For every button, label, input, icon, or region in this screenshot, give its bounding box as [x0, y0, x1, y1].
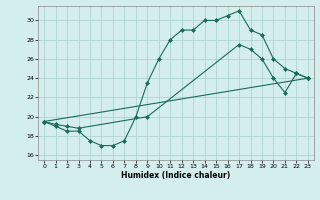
X-axis label: Humidex (Indice chaleur): Humidex (Indice chaleur)	[121, 171, 231, 180]
